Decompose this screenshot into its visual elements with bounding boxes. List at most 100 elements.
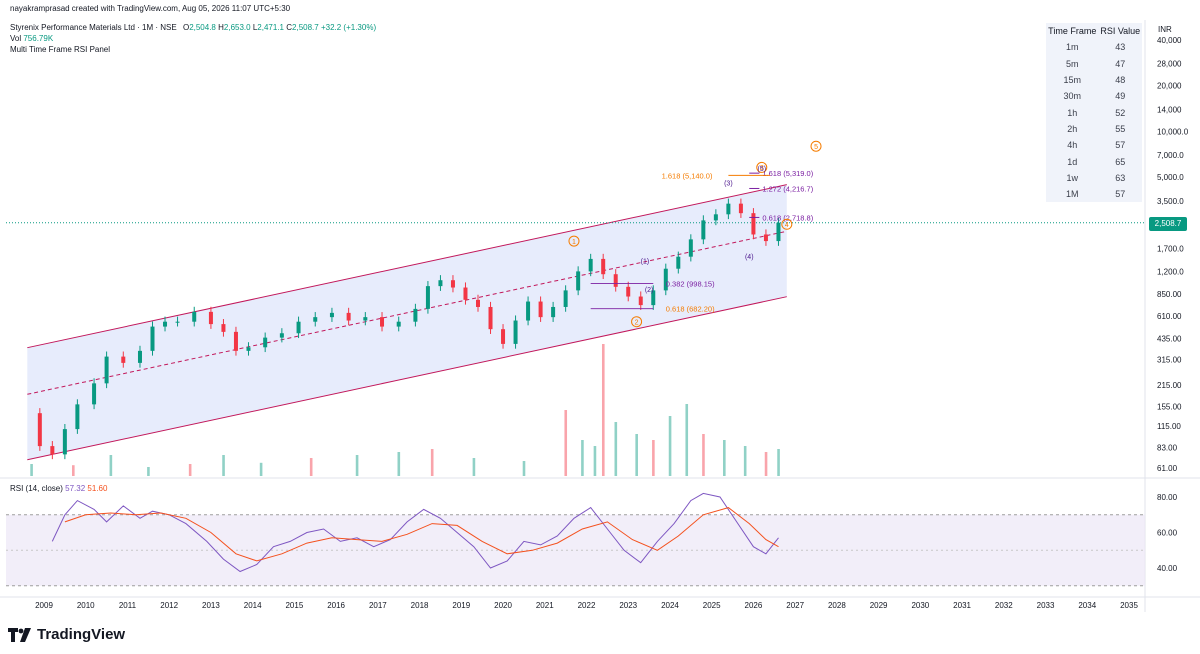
ohlc-change: +32.2 (+1.30%) [320, 23, 377, 32]
candle-body [551, 306, 556, 318]
candle-body [463, 287, 468, 300]
rsi-axis-tick: 40.00 [1157, 564, 1178, 573]
price-axis-tick: 5,000.0 [1157, 173, 1184, 182]
candle-body [513, 320, 518, 344]
wave-label: 3 [760, 165, 764, 172]
fib-level-label: 1.272 (4,216.7) [762, 184, 813, 193]
rsi-pane-ma-value: 51.60 [87, 484, 108, 493]
volume-bar [581, 440, 584, 476]
candle-body [208, 311, 213, 325]
fib-orange-label: 1.618 (5,140.0) [662, 171, 713, 180]
price-axis-tick: 40,000 [1157, 36, 1182, 45]
rsi-table-header-timeframe: Time Frame [1048, 26, 1097, 37]
rsi-table-row: 1h 52 [1046, 104, 1142, 120]
wave-circle [756, 161, 768, 173]
candle-body [192, 311, 197, 322]
price-axis-tick: 14,000 [1157, 105, 1182, 114]
candle-body [488, 306, 493, 330]
rsi-value: 55 [1115, 123, 1126, 134]
wave-circle [781, 218, 793, 230]
tradingview-logo[interactable]: TradingView [8, 626, 125, 643]
currency-label: INR [1158, 25, 1172, 34]
candle-body [438, 280, 443, 287]
candle-body [221, 324, 226, 332]
time-axis-tick: 2009 [35, 601, 53, 610]
time-axis-tick: 2011 [119, 601, 137, 610]
candle-body [563, 290, 568, 307]
rsi-value: 47 [1115, 58, 1126, 69]
price-axis-tick: 115.00 [1157, 422, 1181, 431]
sub-wave-label: (4) [745, 254, 754, 261]
rsi-table-row: 1M 57 [1046, 186, 1142, 202]
fib-lower-label: 0.618 (682.20) [666, 305, 715, 314]
volume-bar [685, 404, 689, 476]
indicator-label[interactable]: Multi Time Frame RSI Panel [10, 45, 111, 54]
time-axis-tick: 2024 [661, 601, 679, 610]
volume-bar [309, 458, 313, 476]
symbol-name[interactable]: Styrenix Performance Materials Ltd · 1M … [10, 23, 177, 32]
rsi-table-row: 15m 48 [1046, 72, 1142, 88]
candle-body [137, 350, 142, 363]
rsi-value: 57 [1115, 189, 1126, 200]
candle-body [638, 296, 643, 306]
volume-bar [30, 464, 33, 476]
volume-bar [635, 434, 638, 476]
rsi-value: 63 [1115, 172, 1126, 183]
time-axis-tick: 2026 [745, 601, 763, 610]
volume-bar [723, 440, 726, 476]
candle-body [37, 413, 42, 447]
volume-bar [601, 344, 605, 476]
sub-wave-label: (3) [724, 181, 733, 188]
rsi-table-row: 5m 47 [1046, 56, 1142, 72]
wave-circle [810, 140, 822, 152]
time-axis-tick: 2030 [911, 601, 929, 610]
wave-label: 1 [572, 239, 576, 246]
tradingview-logo-icon [8, 627, 31, 642]
time-axis-tick: 2018 [411, 601, 429, 610]
wave-circle [568, 235, 580, 247]
time-axis-tick: 2014 [244, 601, 262, 610]
ohlc-low: 2,471.1 [257, 23, 284, 32]
price-axis-tick: 83.00 [1157, 444, 1178, 453]
candle-body [380, 317, 385, 327]
rsi-value: 49 [1115, 91, 1126, 102]
candle-body [313, 317, 318, 322]
sub-wave-label: (2) [645, 287, 654, 294]
candle-body [425, 286, 430, 309]
wave-circle [631, 316, 643, 328]
volume-bar [430, 449, 434, 476]
rsi-value: 65 [1115, 156, 1126, 167]
time-axis-tick: 2013 [202, 601, 220, 610]
fib-level-label: 0.618 (2,718.8) [762, 213, 813, 222]
rsi-pane-label[interactable]: RSI (14, close) [10, 484, 63, 493]
ohlc-o-label: O [182, 23, 190, 32]
time-axis-tick: 2020 [494, 601, 512, 610]
rsi-tf: 1d [1067, 156, 1078, 167]
time-axis-tick: 2015 [285, 601, 303, 610]
rsi-value: 43 [1115, 42, 1126, 53]
rsi-timeframe-table: Time Frame RSI Value 1m 43 5m 47 15m 48 30m… [1046, 23, 1142, 203]
fib-level-label: 1.618 (5,319.0) [762, 169, 813, 178]
candle-body [163, 321, 168, 327]
time-axis-tick: 2035 [1120, 601, 1138, 610]
rsi-tf: 2h [1067, 123, 1078, 134]
time-axis-tick: 2012 [160, 601, 178, 610]
rsi-table-row: 4h 57 [1046, 137, 1142, 153]
volume-label[interactable]: Vol [10, 34, 22, 43]
volume-bar [397, 452, 401, 476]
volume-bar [777, 449, 780, 476]
channel-upper-line [27, 184, 787, 349]
candle-body [413, 308, 418, 322]
candle-body [751, 213, 756, 235]
candle-body [121, 356, 126, 363]
time-axis-tick: 2029 [870, 601, 888, 610]
candle-body [613, 274, 618, 287]
ohlc-open: 2,504.8 [189, 23, 216, 32]
candle-body [738, 203, 743, 214]
sub-wave-label: (1) [641, 259, 650, 266]
candle-body [346, 312, 351, 321]
candle-body [450, 280, 455, 288]
candle-body [175, 321, 180, 323]
fib-lower-label: 0.382 (998.15) [666, 280, 715, 289]
